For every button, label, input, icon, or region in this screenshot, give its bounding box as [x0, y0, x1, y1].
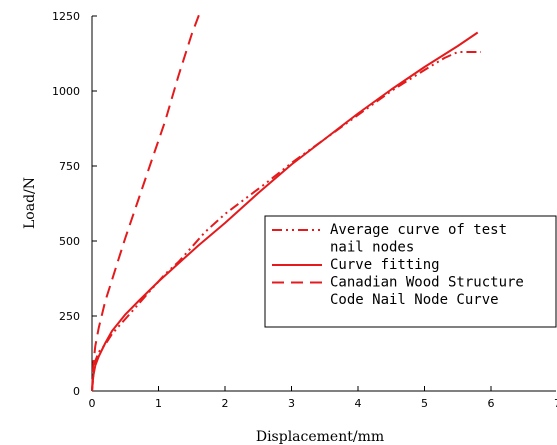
legend-label: Code Nail Node Curve — [330, 292, 499, 308]
series-layer — [91, 12, 481, 392]
x-tick-label: 0 — [89, 397, 96, 410]
y-tick-label: 750 — [59, 160, 80, 173]
x-tick-label: 2 — [222, 397, 229, 410]
x-tick-label: 6 — [488, 397, 495, 410]
legend-box — [264, 215, 557, 328]
y-tick-label: 1000 — [52, 85, 80, 98]
x-tick-label: 7 — [554, 397, 557, 410]
legend-label: nail nodes — [330, 240, 414, 256]
x-tick-label: 1 — [155, 397, 162, 410]
y-axis-title: Load/N — [22, 177, 38, 229]
y-tick-label: 0 — [73, 385, 80, 398]
series-line-1 — [91, 51, 481, 392]
y-tick-label: 250 — [59, 310, 80, 323]
x-tick-label: 4 — [355, 397, 362, 410]
y-tick-label: 1250 — [52, 10, 80, 23]
x-tick-label: 5 — [421, 397, 428, 410]
y-tick-label: 500 — [59, 235, 80, 248]
x-axis-title: Displacement/mm — [256, 429, 384, 445]
legend-label: Canadian Wood Structure — [330, 275, 524, 291]
legend-label: Average curve of test — [330, 222, 507, 238]
plot-area — [92, 16, 556, 391]
x-tick-label: 3 — [288, 397, 295, 410]
series-line-3 — [91, 12, 201, 392]
series-line-2 — [91, 31, 479, 392]
y-ticks: 0 250 500 750 1000 1250 — [52, 10, 97, 398]
x-ticks: 0 1 2 3 4 5 6 7 — [89, 386, 557, 410]
legend-label: Curve fitting — [330, 257, 440, 273]
